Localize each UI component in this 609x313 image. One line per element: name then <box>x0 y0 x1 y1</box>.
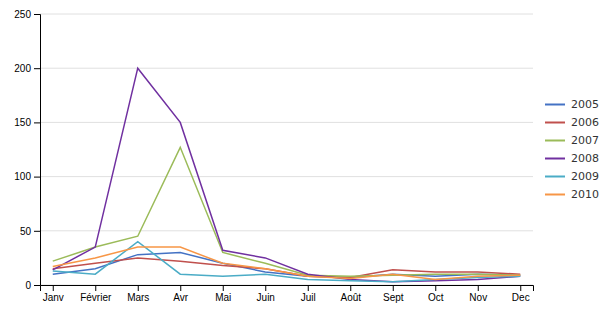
x-tick-mark <box>308 285 309 291</box>
x-tick-label: Avr <box>173 292 188 303</box>
legend-swatch <box>545 158 565 160</box>
plot: 0 50 100 150 200 250 Janv Février Mars Avr Mai Juin… <box>14 9 533 303</box>
y-tick-mark <box>34 177 40 178</box>
grid-line <box>40 14 533 15</box>
x-tick-label: Août <box>340 292 361 303</box>
grid-line <box>40 122 533 123</box>
x-tick-label: Mars <box>127 292 149 303</box>
series-line <box>53 242 521 282</box>
y-tick-label: 100 <box>14 171 31 182</box>
x-tick-mark <box>520 285 521 291</box>
legend-item: 2007 <box>545 134 599 147</box>
lines <box>53 68 521 282</box>
x-tick-mark <box>350 285 351 291</box>
y-axis: 0 50 100 150 200 250 <box>14 9 40 291</box>
legend: 2005 2006 2007 2008 2009 2010 <box>545 98 599 201</box>
legend-swatch <box>545 140 565 142</box>
x-tick: Sept <box>383 285 404 303</box>
x-tick-label: Dec <box>512 292 530 303</box>
x-tick: Janv <box>43 285 64 303</box>
grid <box>40 14 533 285</box>
legend-item: 2009 <box>545 170 599 183</box>
x-tick-label: Juin <box>257 292 275 303</box>
x-tick: Avr <box>173 285 188 303</box>
x-tick: Juin <box>257 285 275 303</box>
legend-label: 2006 <box>571 116 599 129</box>
legend-swatch <box>545 194 565 196</box>
series-line <box>53 147 521 276</box>
x-tick-mark <box>478 285 479 291</box>
grid-line <box>40 176 533 177</box>
y-tick: 250 <box>14 9 40 20</box>
x-axis-line <box>41 286 534 292</box>
x-tick-label: Janv <box>43 292 64 303</box>
x-axis: Janv Février Mars Avr Mai Juin Juil Août Sept Oct… <box>41 285 534 303</box>
legend-label: 2009 <box>571 170 599 183</box>
legend-swatch <box>545 122 565 124</box>
y-tick-label: 0 <box>25 280 31 291</box>
y-tick-label: 200 <box>14 63 31 74</box>
x-tick: Mai <box>215 285 231 303</box>
y-tick-mark <box>34 122 40 123</box>
y-tick: 0 <box>25 280 40 291</box>
y-tick: 50 <box>20 226 40 237</box>
y-tick-label: 150 <box>14 117 31 128</box>
y-tick: 100 <box>14 171 40 182</box>
legend-label: 2007 <box>571 134 599 147</box>
grid-line <box>40 68 533 69</box>
x-tick-mark <box>265 285 266 291</box>
y-tick-label: 250 <box>14 9 31 20</box>
legend-item: 2005 <box>545 98 599 111</box>
legend-item: 2006 <box>545 116 599 129</box>
x-tick-mark <box>180 285 181 291</box>
legend-label: 2005 <box>571 98 599 111</box>
y-tick-mark <box>34 14 40 15</box>
legend-swatch <box>545 176 565 178</box>
x-tick: Nov <box>469 285 487 303</box>
x-tick-label: Oct <box>428 292 444 303</box>
x-tick-label: Nov <box>469 292 487 303</box>
series-line <box>53 68 521 282</box>
x-tick-label: Juil <box>301 292 316 303</box>
y-tick-mark <box>34 231 40 232</box>
legend-item: 2010 <box>545 188 599 201</box>
x-tick-mark <box>95 285 96 291</box>
y-tick: 150 <box>14 117 40 128</box>
x-tick-mark <box>435 285 436 291</box>
x-tick: Février <box>80 285 112 303</box>
x-tick-mark <box>393 285 394 291</box>
y-tick-mark <box>34 285 40 286</box>
grid-line <box>40 230 533 231</box>
y-axis-line <box>34 15 41 286</box>
x-tick: Mars <box>127 285 149 303</box>
x-tick-label: Février <box>80 292 112 303</box>
series-line <box>53 247 521 280</box>
legend-item: 2008 <box>545 152 599 165</box>
x-tick: Août <box>340 285 361 303</box>
x-tick: Dec <box>512 285 530 303</box>
y-tick-label: 50 <box>20 226 32 237</box>
x-tick-label: Mai <box>215 292 231 303</box>
legend-swatch <box>545 104 565 106</box>
x-tick-mark <box>53 285 54 291</box>
y-tick-mark <box>34 68 40 69</box>
x-tick-label: Sept <box>383 292 404 303</box>
legend-label: 2008 <box>571 152 599 165</box>
chart: 0 50 100 150 200 250 Janv Février Mars Avr Mai Juin… <box>0 0 609 313</box>
x-tick-mark <box>223 285 224 291</box>
x-tick: Juil <box>301 285 316 303</box>
x-tick: Oct <box>428 285 444 303</box>
x-tick-mark <box>138 285 139 291</box>
legend-label: 2010 <box>571 188 599 201</box>
y-tick: 200 <box>14 63 40 74</box>
